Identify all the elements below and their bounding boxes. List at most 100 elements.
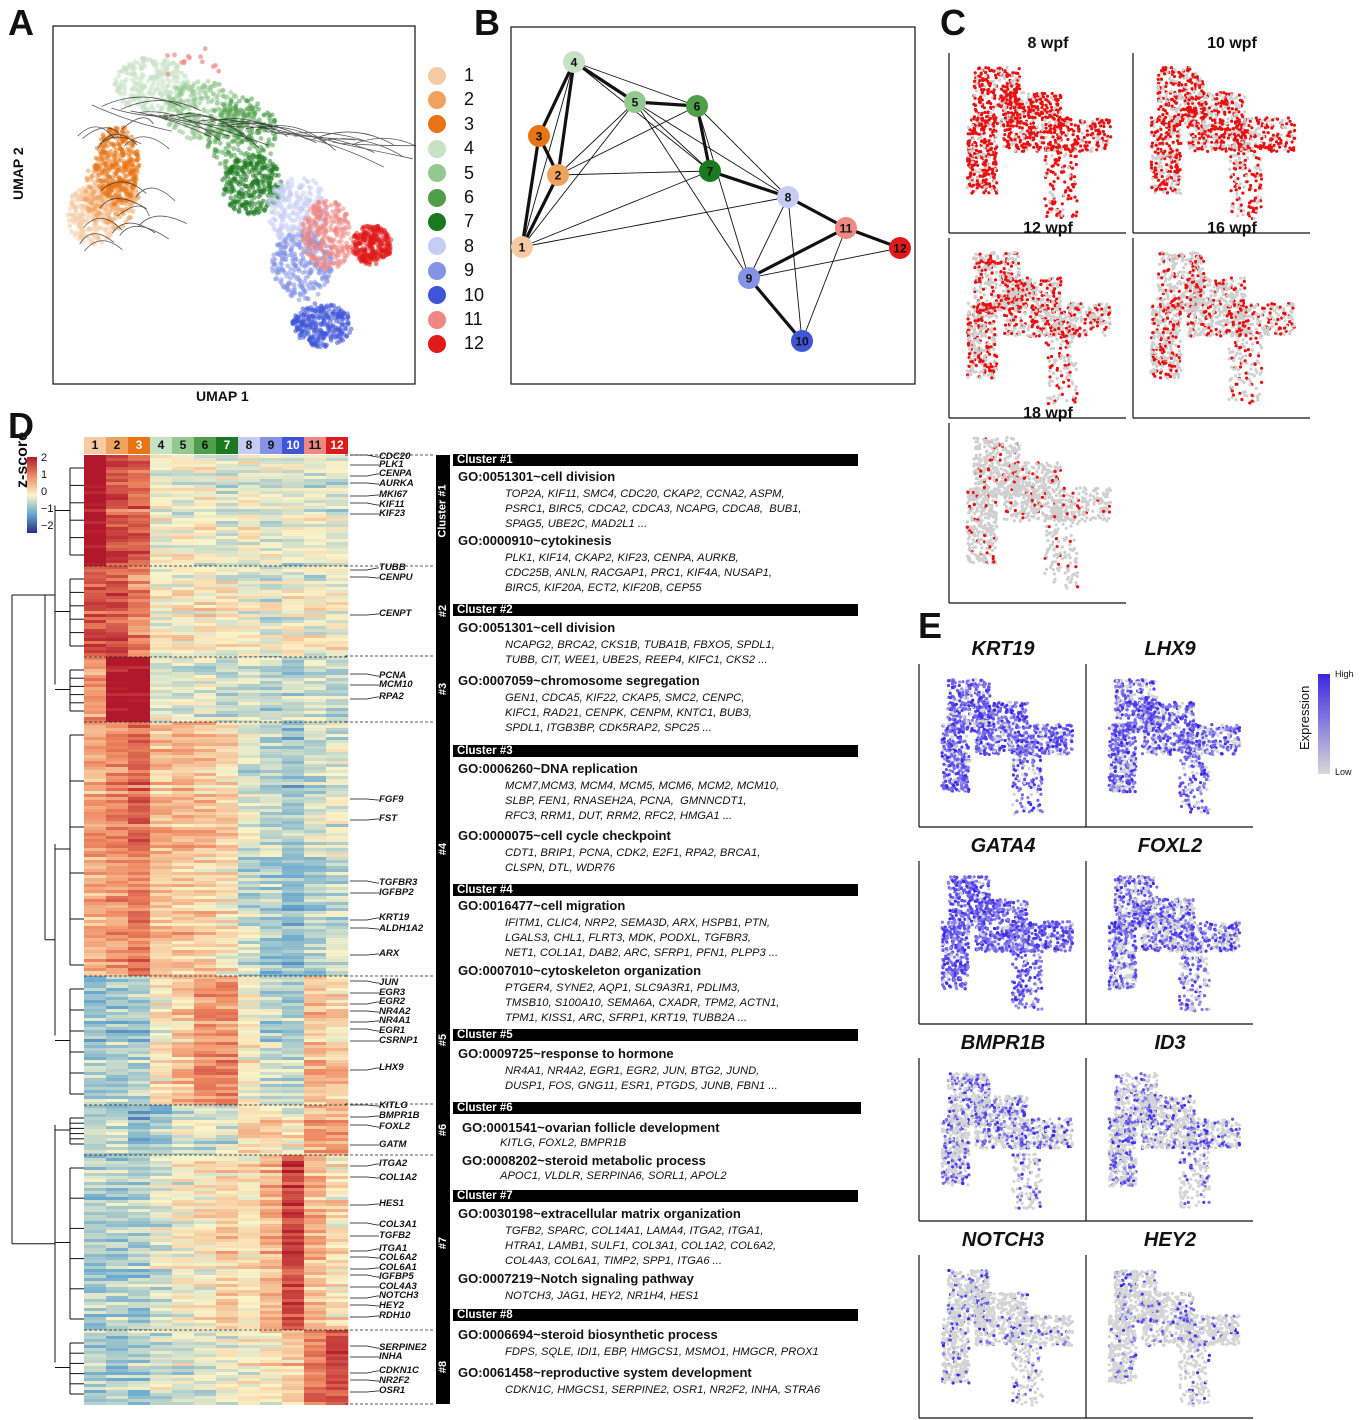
graph-node: 4 xyxy=(563,51,585,73)
gene-title: NOTCH3 xyxy=(918,1229,1088,1252)
cluster-side-label-text: #2 xyxy=(437,605,449,617)
graph-node-label: 12 xyxy=(893,242,907,256)
go-term-title: GO:0008202~steroid metabolic process xyxy=(462,1153,706,1168)
go-term-title: GO:0001541~ovarian follicle development xyxy=(462,1120,720,1135)
heatmap-column-header: 7 xyxy=(216,437,238,454)
graph-node: 6 xyxy=(686,95,708,117)
go-cluster-bar: Cluster #5 xyxy=(453,1029,858,1041)
cluster-side-label-text: #5 xyxy=(437,1034,449,1046)
go-term-title: GO:0009725~response to hormone xyxy=(458,1046,674,1061)
go-cluster-bar: Cluster #1 xyxy=(453,454,858,466)
cluster-side-label: #4 xyxy=(436,722,450,976)
graph-node-label: 5 xyxy=(632,96,639,110)
expression-colorbar xyxy=(1318,674,1330,774)
timepoint-umap xyxy=(1132,238,1310,420)
legend-item: 8 xyxy=(428,236,474,257)
heatmap-column-header: 4 xyxy=(150,437,172,454)
gene-label: IGFBP2 xyxy=(379,888,414,898)
gene-umap xyxy=(1085,1058,1253,1223)
gene-title: ID3 xyxy=(1085,1032,1255,1055)
legend-swatch xyxy=(428,164,446,182)
expression-legend-title: Expression xyxy=(1297,686,1312,750)
go-term-title: GO:0006694~steroid biosynthetic process xyxy=(458,1327,718,1342)
legend-item: 4 xyxy=(428,138,474,159)
legend-label: 7 xyxy=(464,211,474,232)
umap-y-label: UMAP 2 xyxy=(10,147,26,200)
heatmap-column-header: 10 xyxy=(282,437,304,454)
legend-label: 9 xyxy=(464,260,474,281)
graph-node: 1 xyxy=(511,236,533,258)
go-term-title: GO:0051301~cell division xyxy=(458,620,615,635)
go-term-title: GO:0006260~DNA replication xyxy=(458,761,638,776)
cluster-side-label: #2 xyxy=(436,566,450,656)
legend-item: 7 xyxy=(428,211,474,232)
legend-label: 12 xyxy=(464,333,484,354)
gene-label: GATM xyxy=(379,1140,407,1150)
timepoint-title: 16 wpf xyxy=(1157,220,1307,238)
go-term-title: GO:0000075~cell cycle checkpoint xyxy=(458,828,671,843)
panel-label-a: A xyxy=(8,2,34,44)
gene-label: RPA2 xyxy=(379,692,404,702)
timepoint-umap xyxy=(948,238,1126,420)
legend-item: 1 xyxy=(428,65,474,86)
cluster-side-label: #3 xyxy=(436,656,450,722)
row-dendrogram xyxy=(0,450,90,1410)
graph-node-label: 7 xyxy=(707,165,714,179)
gene-label: CENPU xyxy=(379,573,413,583)
expression-low-label: Low xyxy=(1335,767,1352,777)
legend-swatch xyxy=(428,67,446,85)
legend-item: 5 xyxy=(428,163,474,184)
legend-label: 2 xyxy=(464,89,474,110)
legend-label: 8 xyxy=(464,236,474,257)
graph-node: 3 xyxy=(528,125,550,147)
gene-label: COL1A2 xyxy=(379,1173,417,1183)
gene-label: MCM10 xyxy=(379,680,413,690)
graph-node-label: 9 xyxy=(746,272,753,286)
cluster-side-label-text: #6 xyxy=(437,1123,449,1135)
timepoint-umap xyxy=(948,53,1126,235)
gene-umap xyxy=(1085,664,1253,829)
go-term-title: GO:0007010~cytoskeleton organization xyxy=(458,963,701,978)
go-term-genes: TOP2A, KIF11, SMC4, CDC20, CKAP2, CCNA2,… xyxy=(505,487,802,533)
legend-swatch xyxy=(428,91,446,109)
timepoint-title: 10 wpf xyxy=(1157,35,1307,53)
expression-high-label: High xyxy=(1335,669,1354,679)
go-cluster-bar: Cluster #8 xyxy=(453,1309,858,1321)
cluster-side-label-text: #3 xyxy=(437,683,449,695)
cluster-side-label: Cluster #1 xyxy=(436,455,450,566)
legend-swatch xyxy=(428,311,446,329)
legend-label: 1 xyxy=(464,65,474,86)
gene-label: CENPT xyxy=(379,609,412,619)
gene-title: LHX9 xyxy=(1085,638,1255,661)
go-term-genes: PLK1, KIF14, CKAP2, KIF23, CENPA, AURKB,… xyxy=(505,551,772,597)
legend-swatch xyxy=(428,140,446,158)
go-term-genes: CDT1, BRIP1, PCNA, CDK2, E2F1, RPA2, BRC… xyxy=(505,846,760,876)
legend-item: 10 xyxy=(428,285,484,306)
go-term-genes: NCAPG2, BRCA2, CKS1B, TUBA1B, FBXO5, SPD… xyxy=(505,638,775,668)
go-term-genes: KITLG, FOXL2, BMPR1B xyxy=(500,1136,626,1151)
gene-umap xyxy=(1085,861,1253,1026)
gene-label: CSRNP1 xyxy=(379,1036,418,1046)
go-term-title: GO:0016477~cell migration xyxy=(458,898,625,913)
gene-label: FOXL2 xyxy=(379,1122,410,1132)
legend-item: 11 xyxy=(428,309,483,330)
go-term-title: GO:0030198~extracellular matrix organiza… xyxy=(458,1206,741,1221)
graph-node: 8 xyxy=(777,186,799,208)
go-cluster-bar: Cluster #3 xyxy=(453,745,858,757)
cluster-side-label: #5 xyxy=(436,976,450,1104)
timepoint-umap xyxy=(948,423,1126,605)
gene-label: KIF23 xyxy=(379,509,405,519)
graph-node-label: 4 xyxy=(571,56,578,70)
gene-title: FOXL2 xyxy=(1085,835,1255,858)
legend-swatch xyxy=(428,237,446,255)
go-term-title: GO:0000910~cytokinesis xyxy=(458,533,612,548)
go-cluster-bar: Cluster #2 xyxy=(453,604,858,616)
heatmap-column-header: 6 xyxy=(194,437,216,454)
go-term-genes: MCM7,MCM3, MCM4, MCM5, MCM6, MCM2, MCM10… xyxy=(505,779,779,825)
go-term-title: GO:0007219~Notch signaling pathway xyxy=(458,1271,694,1286)
timepoint-title: 8 wpf xyxy=(973,35,1123,53)
legend-swatch xyxy=(428,335,446,353)
graph-node-label: 2 xyxy=(555,169,562,183)
legend-swatch xyxy=(428,286,446,304)
go-term-genes: TGFB2, SPARC, COL14A1, LAMA4, ITGA2, ITG… xyxy=(505,1224,776,1270)
